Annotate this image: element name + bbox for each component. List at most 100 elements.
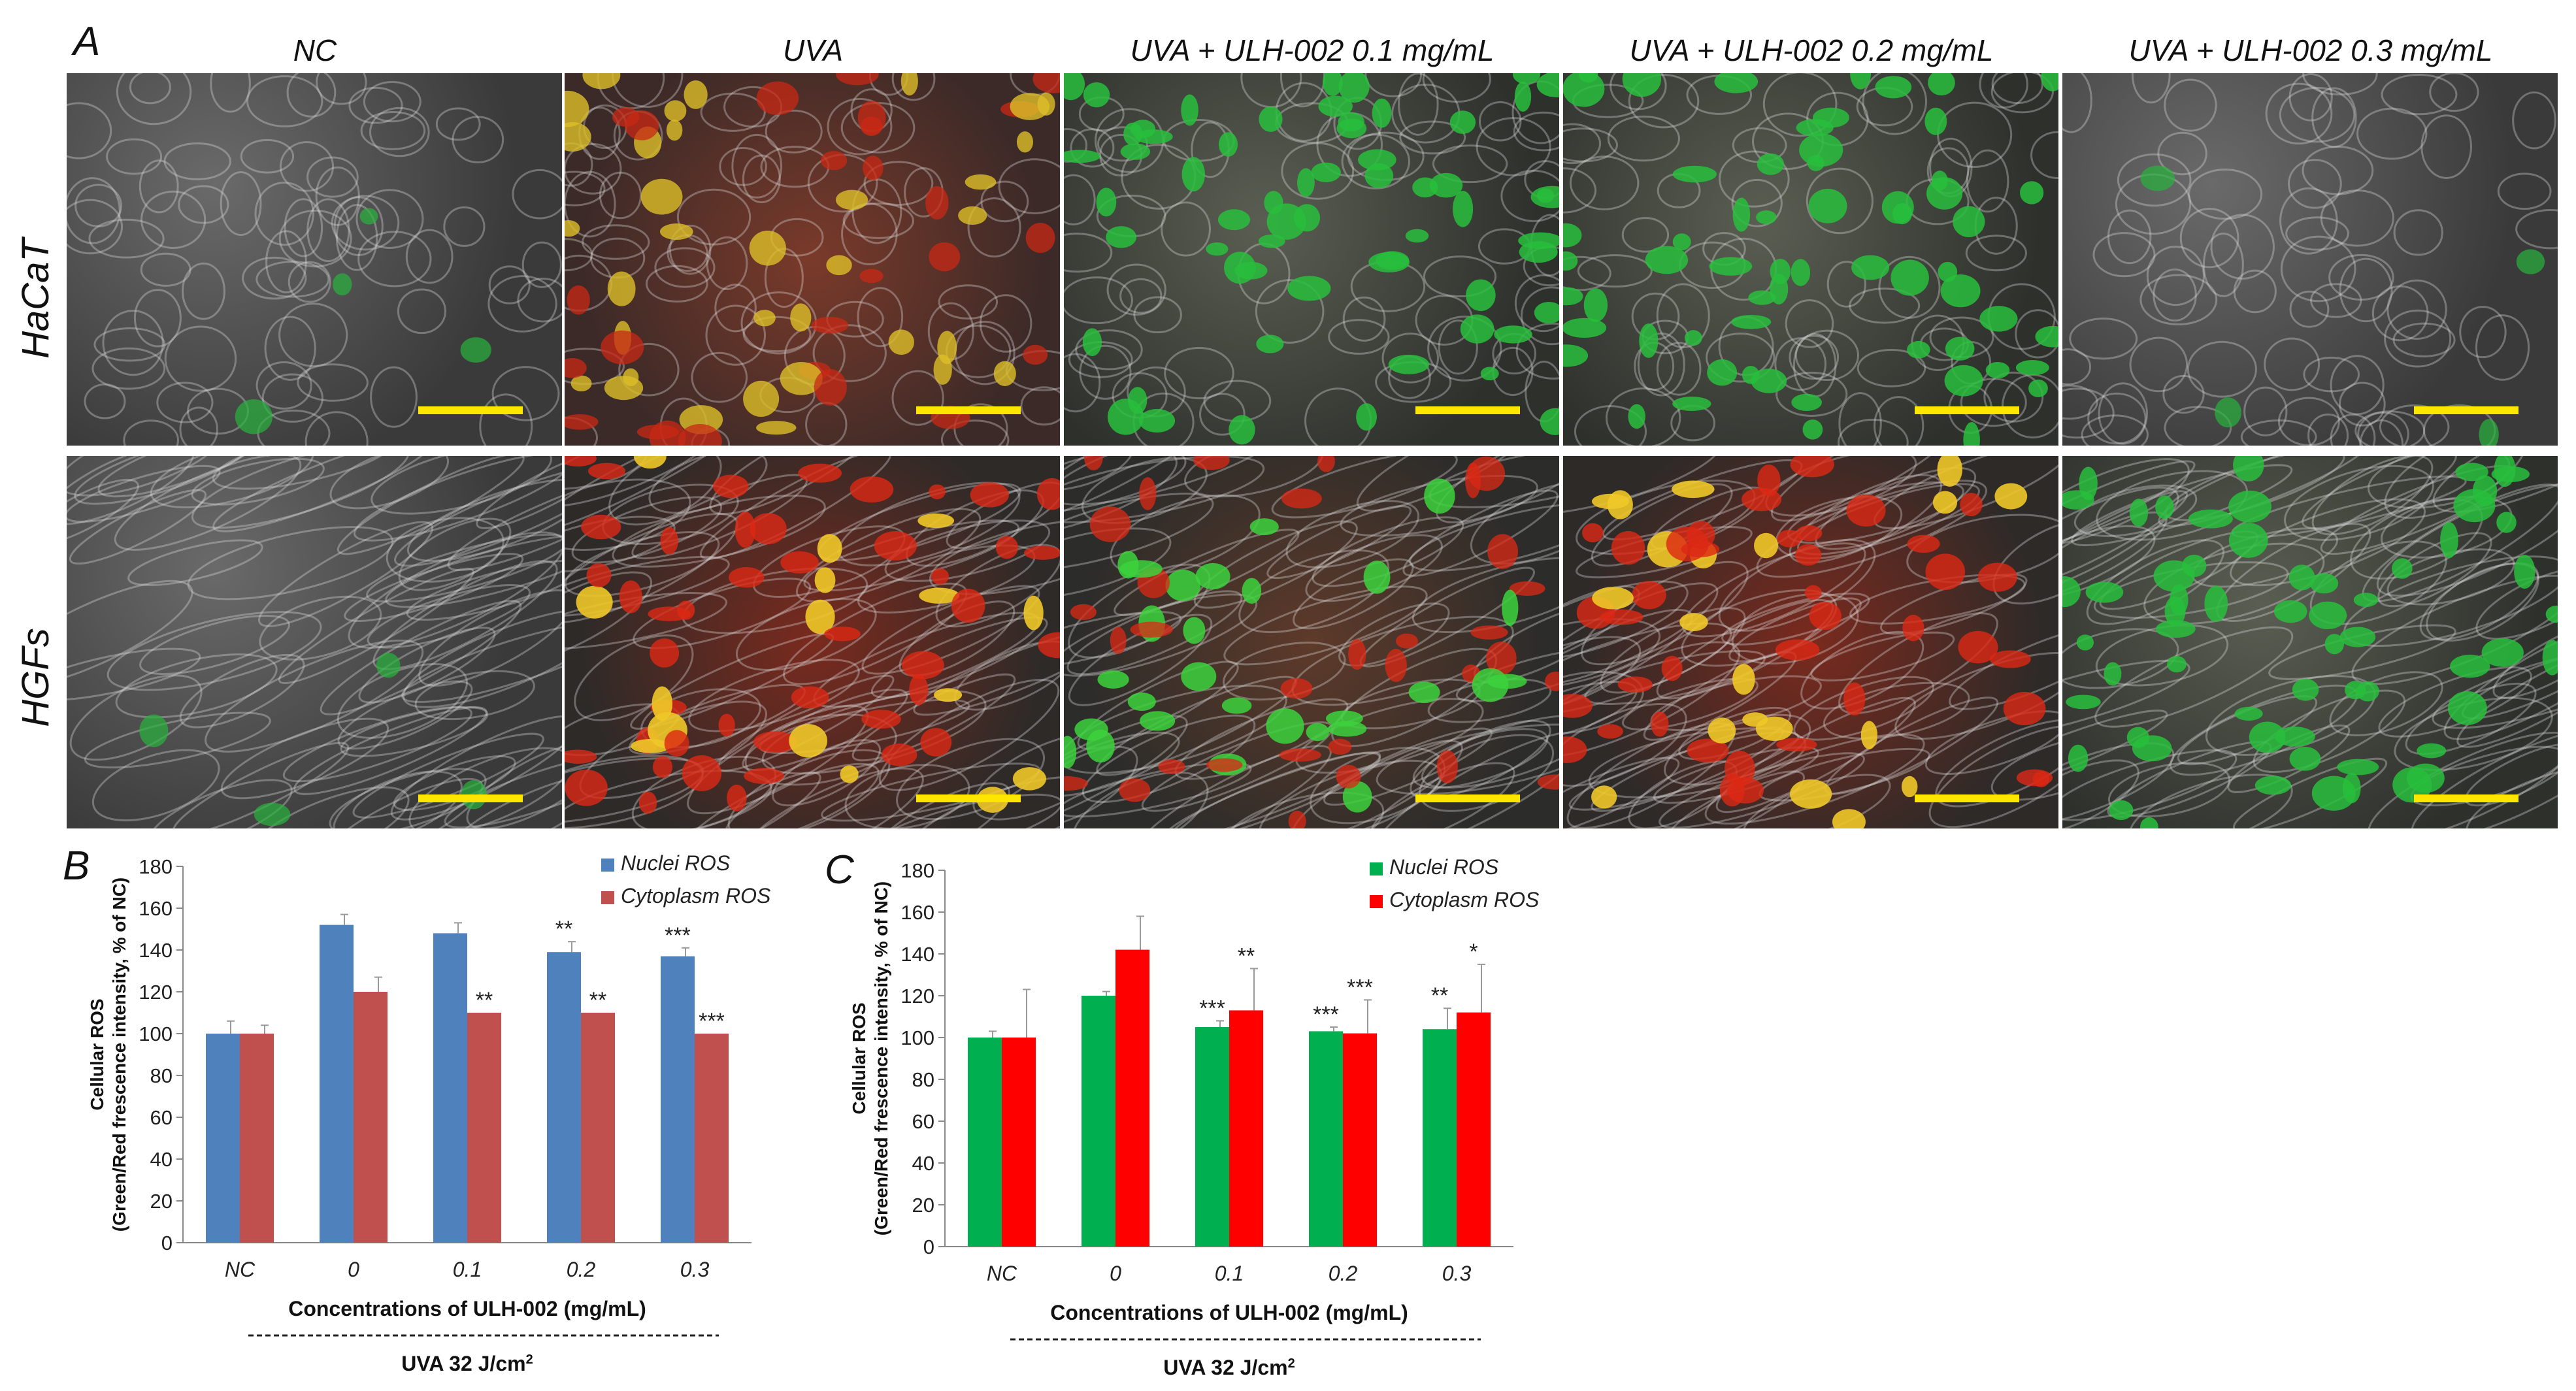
y-tick-label: 80 bbox=[150, 1064, 173, 1087]
scale-bar bbox=[1915, 794, 2019, 802]
significance-mark: *** bbox=[665, 923, 691, 948]
column-title-uva: UVA bbox=[782, 33, 844, 67]
y-tick-label: 160 bbox=[139, 897, 173, 920]
y-axis-label-sub: (Green/Red frescence intensity, % of NC) bbox=[871, 881, 891, 1236]
legend-swatch bbox=[601, 859, 614, 872]
y-tick-label: 140 bbox=[139, 939, 173, 962]
significance-mark: ** bbox=[476, 988, 493, 1013]
category-label: 0.3 bbox=[1442, 1262, 1472, 1285]
y-tick-label: 100 bbox=[900, 1026, 934, 1049]
legend-swatch bbox=[1370, 862, 1383, 876]
legend-label: Cytoplasm ROS bbox=[1389, 888, 1539, 911]
bar-cytoplasm-NC bbox=[240, 1034, 274, 1243]
bar-nuclei-0.3 bbox=[661, 956, 695, 1243]
footer-label: UVA 32 J/cm2 bbox=[1163, 1356, 1295, 1379]
bar-nuclei-0.3 bbox=[1423, 1029, 1457, 1247]
significance-mark: *** bbox=[1199, 996, 1225, 1021]
significance-mark: ** bbox=[1238, 943, 1255, 968]
row-label-hacat: HaCaT bbox=[14, 238, 57, 359]
bar-cytoplasm-0.1 bbox=[1229, 1010, 1263, 1247]
row-label-hgfs: HGFs bbox=[14, 628, 57, 727]
bar-nuclei-0.1 bbox=[433, 933, 467, 1243]
significance-mark: ** bbox=[1431, 983, 1448, 1008]
y-tick-label: 20 bbox=[150, 1190, 173, 1213]
column-title-uva-02: UVA + ULH-002 0.2 mg/mL bbox=[1629, 33, 1994, 67]
column-title-nc: NC bbox=[293, 33, 337, 67]
y-tick-label: 20 bbox=[912, 1194, 934, 1217]
bar-nuclei-0 bbox=[320, 925, 354, 1243]
micrograph-hgfs-3 bbox=[1563, 456, 2058, 828]
x-axis-label: Concentrations of ULH-002 (mg/mL) bbox=[288, 1297, 646, 1320]
bar-cytoplasm-0 bbox=[1115, 949, 1149, 1247]
y-tick-label: 180 bbox=[900, 859, 934, 882]
y-tick-label: 60 bbox=[912, 1110, 934, 1133]
micrograph-hgfs-4 bbox=[2062, 456, 2558, 828]
scale-bar bbox=[1415, 794, 1520, 802]
micrograph-hgfs-1 bbox=[565, 456, 1060, 828]
legend-label: Nuclei ROS bbox=[621, 851, 730, 875]
bar-nuclei-0.2 bbox=[1309, 1031, 1343, 1247]
chart-c: 0 20 40 60 80 100 120 140 160 180 Cellular ROS (Gre… bbox=[849, 855, 1539, 1379]
legend-swatch bbox=[1370, 895, 1383, 908]
category-label: 0 bbox=[348, 1258, 359, 1281]
micrograph-hacat-0 bbox=[67, 73, 562, 446]
bar-nuclei-NC bbox=[206, 1034, 240, 1243]
micrograph-hacat-2 bbox=[1064, 73, 1559, 446]
column-title-uva-03: UVA + ULH-002 0.3 mg/mL bbox=[2128, 33, 2493, 67]
y-tick-label: 40 bbox=[912, 1152, 934, 1175]
y-tick-label: 140 bbox=[900, 943, 934, 966]
micrograph-hgfs-0 bbox=[67, 456, 562, 828]
y-tick-label: 120 bbox=[900, 985, 934, 1007]
y-tick-label: 80 bbox=[912, 1068, 934, 1091]
micrograph-hacat-4 bbox=[2062, 73, 2558, 446]
panel-letter-a: A bbox=[73, 19, 101, 64]
bar-cytoplasm-0.1 bbox=[467, 1013, 501, 1243]
y-axis-label-sub: (Green/Red frescence intensity, % of NC) bbox=[109, 877, 129, 1232]
category-label: 0.1 bbox=[1215, 1262, 1244, 1285]
bar-cytoplasm-0 bbox=[354, 992, 388, 1243]
bar-cytoplasm-0.2 bbox=[581, 1013, 615, 1243]
bar-cytoplasm-0.3 bbox=[695, 1034, 729, 1243]
footer-label: UVA 32 J/cm2 bbox=[401, 1352, 533, 1375]
bar-nuclei-0.1 bbox=[1195, 1027, 1229, 1247]
column-title-uva-01: UVA + ULH-002 0.1 mg/mL bbox=[1130, 33, 1494, 67]
category-label: 0.3 bbox=[680, 1258, 710, 1281]
y-tick-label: 120 bbox=[139, 981, 173, 1004]
category-label: 0 bbox=[1110, 1262, 1121, 1285]
category-label: 0.2 bbox=[567, 1258, 596, 1281]
scale-bar bbox=[418, 406, 523, 414]
scale-bar bbox=[1915, 406, 2019, 414]
bar-cytoplasm-0.3 bbox=[1457, 1012, 1491, 1247]
significance-mark: ** bbox=[589, 988, 606, 1013]
scale-bar bbox=[2414, 406, 2518, 414]
y-tick-label: 40 bbox=[150, 1148, 173, 1171]
legend-swatch bbox=[601, 891, 614, 904]
scale-bar bbox=[2414, 794, 2518, 802]
bar-cytoplasm-NC bbox=[1002, 1038, 1036, 1247]
chart-b: 0 20 40 60 80 100 120 140 160 180 Cellular ROS (Gre… bbox=[87, 851, 770, 1375]
bar-cytoplasm-0.2 bbox=[1343, 1033, 1377, 1247]
micrograph-hacat-1 bbox=[565, 73, 1060, 446]
legend-label: Nuclei ROS bbox=[1389, 855, 1498, 879]
y-axis-label: Cellular ROS bbox=[87, 998, 107, 1110]
category-label: 0.2 bbox=[1329, 1262, 1358, 1285]
panel-letter-b: B bbox=[63, 843, 90, 889]
scale-bar bbox=[1415, 406, 1520, 414]
scale-bar bbox=[916, 794, 1021, 802]
micrograph-hacat-3 bbox=[1563, 73, 2058, 446]
y-tick-label: 180 bbox=[139, 855, 173, 878]
y-axis-label: Cellular ROS bbox=[849, 1002, 869, 1114]
y-tick-label: 160 bbox=[900, 901, 934, 924]
category-label: NC bbox=[225, 1258, 256, 1281]
category-label: NC bbox=[987, 1262, 1017, 1285]
scale-bar bbox=[418, 794, 523, 802]
bar-nuclei-NC bbox=[968, 1038, 1002, 1247]
bar-nuclei-0 bbox=[1082, 996, 1115, 1247]
category-label: 0.1 bbox=[453, 1258, 482, 1281]
legend-label: Cytoplasm ROS bbox=[621, 884, 770, 908]
micrograph-hgfs-2 bbox=[1064, 456, 1559, 828]
panel-letter-c: C bbox=[825, 847, 854, 892]
x-axis-label: Concentrations of ULH-002 (mg/mL) bbox=[1050, 1301, 1408, 1324]
y-tick-label: 60 bbox=[150, 1106, 173, 1129]
significance-mark: * bbox=[1469, 940, 1478, 964]
